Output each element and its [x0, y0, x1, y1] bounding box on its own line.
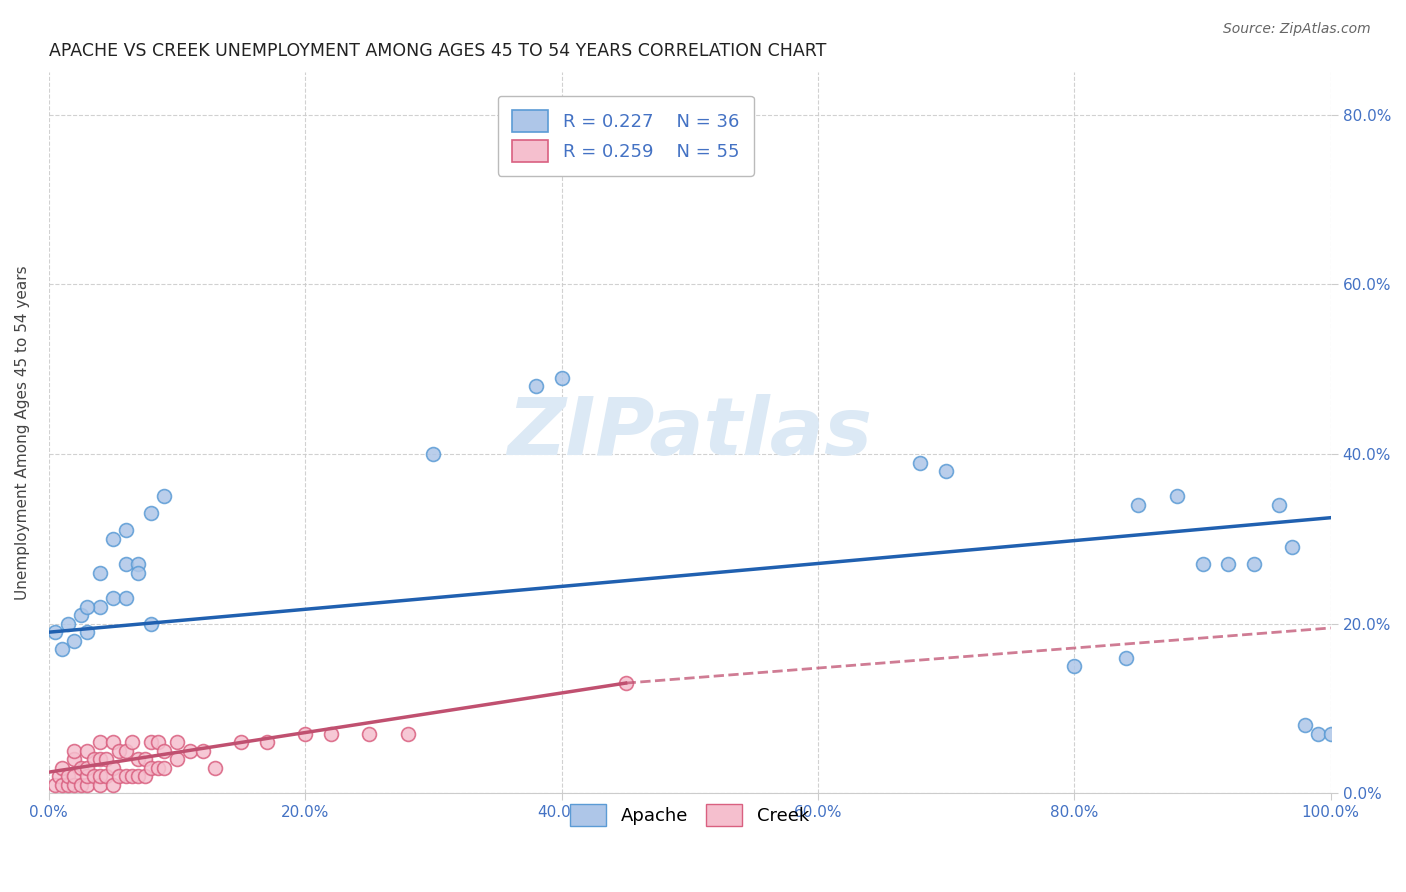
- Point: [1268, 498, 1291, 512]
- Point: [910, 456, 932, 470]
- Point: [141, 735, 163, 749]
- Point: [319, 727, 342, 741]
- Point: [153, 490, 176, 504]
- Point: [69, 761, 91, 775]
- Y-axis label: Unemployment Among Ages 45 to 54 years: Unemployment Among Ages 45 to 54 years: [15, 266, 30, 600]
- Point: [44, 778, 66, 792]
- Point: [63, 769, 86, 783]
- Point: [127, 558, 149, 572]
- Point: [89, 735, 111, 749]
- Point: [121, 769, 143, 783]
- Point: [229, 735, 252, 749]
- Point: [63, 744, 86, 758]
- Point: [76, 625, 98, 640]
- Point: [101, 591, 124, 606]
- Point: [63, 778, 86, 792]
- Point: [134, 769, 156, 783]
- Point: [204, 761, 226, 775]
- Point: [1306, 727, 1329, 741]
- Point: [101, 761, 124, 775]
- Point: [1243, 558, 1265, 572]
- Point: [179, 744, 201, 758]
- Point: [108, 769, 131, 783]
- Point: [114, 558, 136, 572]
- Point: [96, 769, 118, 783]
- Point: [56, 616, 79, 631]
- Point: [83, 752, 105, 766]
- Point: [166, 735, 188, 749]
- Point: [166, 752, 188, 766]
- Point: [1191, 558, 1213, 572]
- Point: [935, 464, 957, 478]
- Point: [256, 735, 278, 749]
- Point: [1294, 718, 1316, 732]
- Point: [114, 591, 136, 606]
- Point: [1063, 659, 1085, 673]
- Point: [96, 752, 118, 766]
- Point: [101, 778, 124, 792]
- Point: [101, 532, 124, 546]
- Point: [191, 744, 214, 758]
- Point: [63, 633, 86, 648]
- Point: [76, 599, 98, 614]
- Text: APACHE VS CREEK UNEMPLOYMENT AMONG AGES 45 TO 54 YEARS CORRELATION CHART: APACHE VS CREEK UNEMPLOYMENT AMONG AGES …: [49, 42, 827, 60]
- Point: [146, 735, 169, 749]
- Point: [127, 752, 149, 766]
- Point: [153, 761, 176, 775]
- Point: [1128, 498, 1150, 512]
- Point: [141, 761, 163, 775]
- Point: [141, 507, 163, 521]
- Point: [153, 744, 176, 758]
- Text: ZIPatlas: ZIPatlas: [508, 394, 872, 472]
- Point: [89, 778, 111, 792]
- Point: [56, 769, 79, 783]
- Point: [56, 778, 79, 792]
- Point: [134, 752, 156, 766]
- Point: [1319, 727, 1341, 741]
- Point: [114, 524, 136, 538]
- Point: [396, 727, 419, 741]
- Point: [524, 379, 547, 393]
- Point: [89, 769, 111, 783]
- Point: [76, 744, 98, 758]
- Point: [127, 769, 149, 783]
- Point: [550, 370, 572, 384]
- Point: [69, 608, 91, 623]
- Point: [359, 727, 381, 741]
- Point: [76, 761, 98, 775]
- Point: [51, 642, 73, 657]
- Point: [89, 599, 111, 614]
- Point: [89, 566, 111, 580]
- Point: [89, 752, 111, 766]
- Point: [614, 676, 637, 690]
- Point: [69, 778, 91, 792]
- Point: [146, 761, 169, 775]
- Point: [141, 616, 163, 631]
- Point: [1115, 650, 1137, 665]
- Point: [1216, 558, 1239, 572]
- Point: [48, 769, 70, 783]
- Point: [51, 778, 73, 792]
- Point: [1281, 541, 1303, 555]
- Point: [127, 566, 149, 580]
- Point: [114, 744, 136, 758]
- Legend: Apache, Creek: Apache, Creek: [561, 795, 818, 835]
- Point: [101, 735, 124, 749]
- Point: [108, 744, 131, 758]
- Point: [83, 769, 105, 783]
- Point: [114, 769, 136, 783]
- Point: [76, 769, 98, 783]
- Point: [63, 752, 86, 766]
- Point: [1166, 490, 1188, 504]
- Point: [44, 625, 66, 640]
- Point: [422, 447, 444, 461]
- Text: Source: ZipAtlas.com: Source: ZipAtlas.com: [1223, 22, 1371, 37]
- Point: [51, 761, 73, 775]
- Point: [121, 735, 143, 749]
- Point: [294, 727, 316, 741]
- Point: [76, 778, 98, 792]
